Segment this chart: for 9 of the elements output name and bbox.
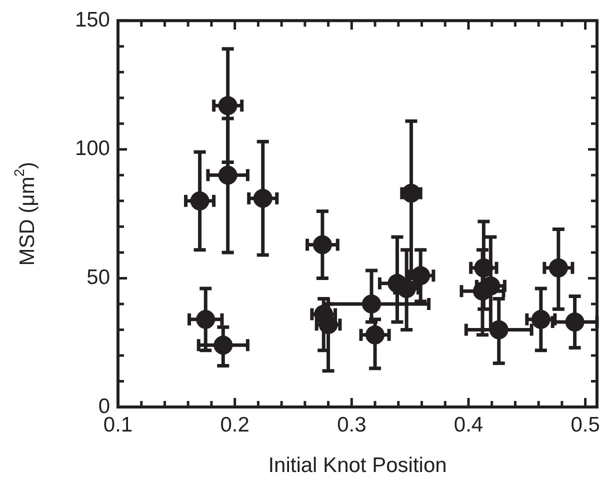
y-tick-label: 100 — [74, 137, 110, 160]
x-tick-label: 0.3 — [337, 413, 366, 436]
y-tick-label: 150 — [74, 8, 110, 32]
x-tick-label: 0.5 — [570, 413, 600, 436]
x-tick-label: 0.2 — [220, 413, 250, 436]
x-axis-title: Initial Knot Position — [268, 454, 447, 478]
y-axis-title: MSD (μm2) — [10, 162, 39, 266]
x-tick-label: 0.4 — [454, 413, 484, 436]
y-tick-label: 50 — [86, 266, 110, 289]
